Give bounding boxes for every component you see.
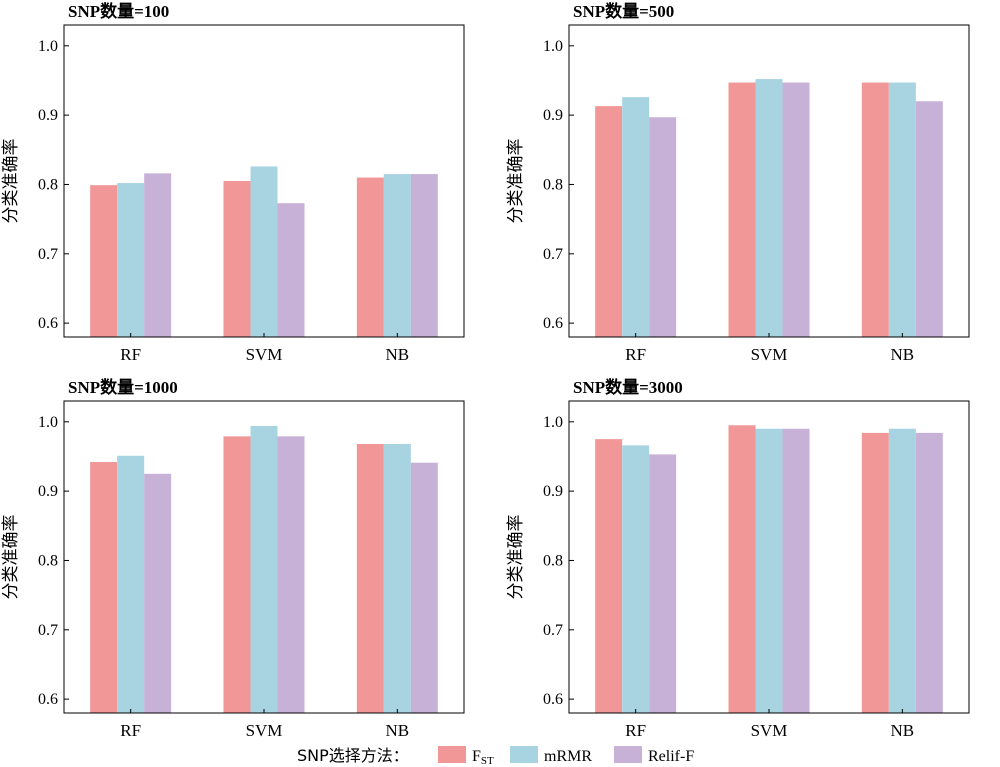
x-tick-label: RF <box>120 345 141 364</box>
legend-swatch <box>614 746 642 763</box>
chart-title: SNP数量=3000 <box>573 377 683 397</box>
bar <box>649 454 677 713</box>
y-tick-label: 0.9 <box>543 107 563 124</box>
x-tick-label: RF <box>625 345 646 364</box>
x-tick-label: NB <box>386 721 410 740</box>
y-tick-label: 0.6 <box>38 315 58 332</box>
legend-title: SNP选择方法： <box>297 746 409 765</box>
legend-entry: mRMR <box>544 748 592 765</box>
y-axis-label: 分类准确率 <box>1 139 21 224</box>
y-tick-label: 0.7 <box>38 246 58 263</box>
bar <box>356 177 384 337</box>
bar <box>117 455 145 713</box>
y-tick-label: 0.7 <box>543 622 563 639</box>
bar <box>277 436 305 713</box>
y-tick-label: 0.8 <box>543 552 563 569</box>
bar <box>782 428 810 713</box>
bar <box>144 173 172 337</box>
y-axis-label: 分类准确率 <box>506 515 526 600</box>
x-tick-label: NB <box>891 721 915 740</box>
bar <box>383 174 411 337</box>
x-tick-label: RF <box>120 721 141 740</box>
bar <box>915 432 943 713</box>
x-tick-label: NB <box>386 345 410 364</box>
x-tick-label: SVM <box>751 721 788 740</box>
bar <box>782 82 810 338</box>
bar <box>410 174 438 337</box>
y-tick-label: 1.0 <box>38 38 58 55</box>
bar <box>250 425 278 713</box>
bar <box>888 82 916 338</box>
y-axis-label: 分类准确率 <box>1 515 21 600</box>
legend-entry: FST <box>472 748 494 767</box>
y-tick-label: 0.9 <box>38 483 58 500</box>
legend-entry: Relif-F <box>648 748 694 765</box>
chart-title: SNP数量=100 <box>68 1 169 21</box>
bar <box>915 101 943 338</box>
legend: SNP选择方法： FST mRMR Relif-F <box>297 746 694 767</box>
y-tick-label: 1.0 <box>543 414 563 431</box>
chart-title: SNP数量=500 <box>573 1 674 21</box>
legend-swatch <box>510 746 538 763</box>
bar <box>223 181 251 337</box>
bar <box>861 82 889 338</box>
y-tick-label: 1.0 <box>543 38 563 55</box>
bar <box>728 82 756 338</box>
bar <box>649 117 677 337</box>
chart-panel-4: SNP数量=3000 0.6 0.7 0.8 0.9 1.0 RF SVM NB 分类准确率 <box>506 377 970 740</box>
bar <box>622 445 650 713</box>
bar <box>383 443 411 713</box>
y-tick-label: 0.9 <box>543 483 563 500</box>
chart-panel-2: SNP数量=500 0.6 0.7 0.8 0.9 1.0 RF SVM NB 分类准确率 <box>506 1 970 364</box>
bar <box>755 428 783 713</box>
bar <box>888 428 916 713</box>
bar <box>595 439 623 713</box>
bar <box>728 425 756 713</box>
chart-panel-3: SNP数量=1000 0.6 0.7 0.8 0.9 1.0 RF SVM NB 分类准确率 <box>1 377 465 740</box>
x-tick-label: SVM <box>246 721 283 740</box>
y-tick-label: 0.7 <box>38 622 58 639</box>
bar <box>90 185 118 337</box>
y-axis-label: 分类准确率 <box>506 139 526 224</box>
x-tick-label: SVM <box>751 345 788 364</box>
y-tick-label: 0.8 <box>543 176 563 193</box>
y-tick-label: 0.8 <box>38 176 58 193</box>
bar <box>755 79 783 337</box>
x-tick-label: RF <box>625 721 646 740</box>
y-tick-label: 0.6 <box>543 315 563 332</box>
x-tick-label: NB <box>891 345 915 364</box>
y-tick-label: 0.6 <box>38 691 58 708</box>
bar <box>622 97 650 338</box>
y-tick-label: 1.0 <box>38 414 58 431</box>
y-tick-label: 0.7 <box>543 246 563 263</box>
bar <box>861 432 889 713</box>
chart-title: SNP数量=1000 <box>68 377 178 397</box>
bar <box>144 473 172 713</box>
bar <box>90 462 118 713</box>
chart-panel-1: SNP数量=100 0.6 0.7 0.8 0.9 1.0 RF SVM NB 分类准确率 <box>1 1 465 364</box>
bar <box>277 203 305 337</box>
y-tick-label: 0.9 <box>38 107 58 124</box>
y-tick-label: 0.6 <box>543 691 563 708</box>
legend-swatch <box>438 746 466 763</box>
bar <box>117 183 145 337</box>
bar <box>250 166 278 337</box>
bar <box>595 106 623 338</box>
x-tick-label: SVM <box>246 345 283 364</box>
bar <box>356 443 384 713</box>
bar <box>410 462 438 713</box>
y-tick-label: 0.8 <box>38 552 58 569</box>
bar <box>223 436 251 713</box>
